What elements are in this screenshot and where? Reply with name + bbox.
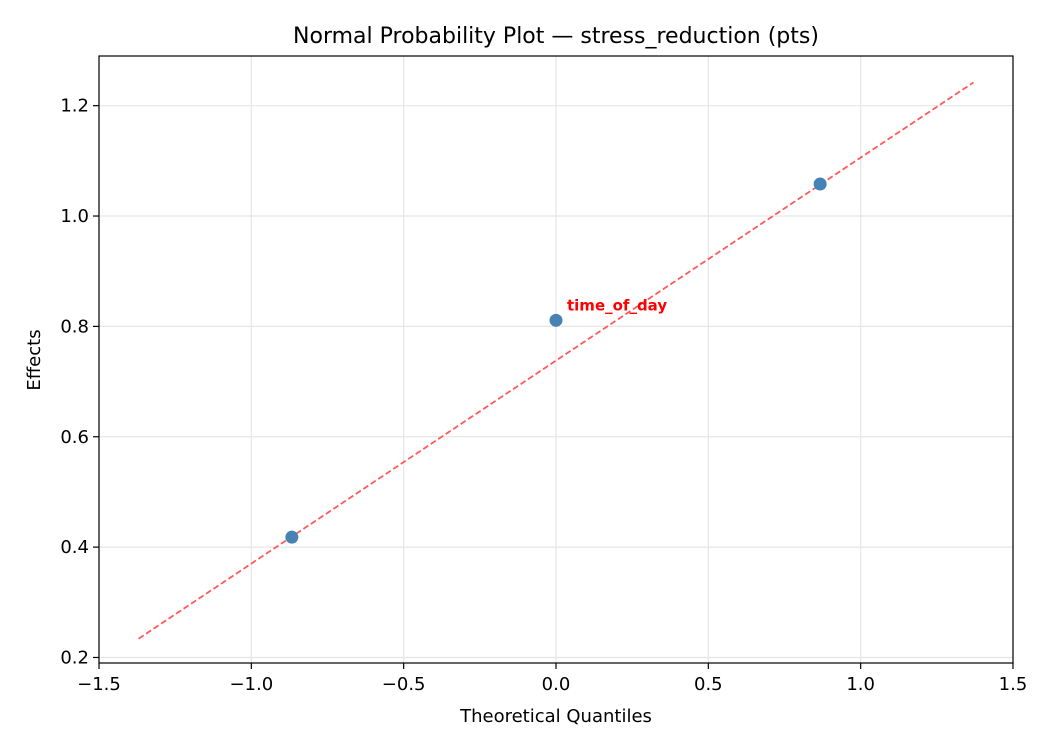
- x-tick-label: 0.0: [542, 674, 571, 695]
- x-tick-label: 1.5: [999, 674, 1028, 695]
- x-tick-label: 1.0: [846, 674, 875, 695]
- x-tick-label: −0.5: [382, 674, 426, 695]
- y-tick-label: 1.2: [60, 96, 89, 117]
- x-axis-label: Theoretical Quantiles: [459, 706, 652, 727]
- x-tick-label: −1.0: [229, 674, 273, 695]
- data-point: [285, 530, 299, 544]
- data-point: [813, 177, 827, 191]
- x-axis-ticks: −1.5 −1.0 −0.5 0.0 0.5 1.0 1.5: [77, 663, 1027, 695]
- reference-line-layer: [138, 81, 974, 640]
- reference-line: [138, 81, 974, 640]
- y-axis-ticks: 0.2 0.4 0.6 0.8 1.0 1.2: [60, 96, 99, 668]
- y-axis-label: Effects: [24, 329, 45, 390]
- y-tick-label: 0.8: [60, 316, 89, 337]
- points-layer: [285, 177, 827, 544]
- data-point: [549, 313, 563, 327]
- y-tick-label: 0.6: [60, 427, 89, 448]
- x-tick-label: 0.5: [694, 674, 723, 695]
- point-annotation: time_of_day: [567, 296, 667, 314]
- chart-title: Normal Probability Plot — stress_reducti…: [293, 24, 819, 49]
- y-tick-label: 0.4: [60, 537, 89, 558]
- y-tick-label: 1.0: [60, 206, 89, 227]
- x-tick-label: −1.5: [77, 674, 121, 695]
- annotation-layer: time_of_day: [567, 296, 667, 314]
- y-tick-label: 0.2: [60, 647, 89, 668]
